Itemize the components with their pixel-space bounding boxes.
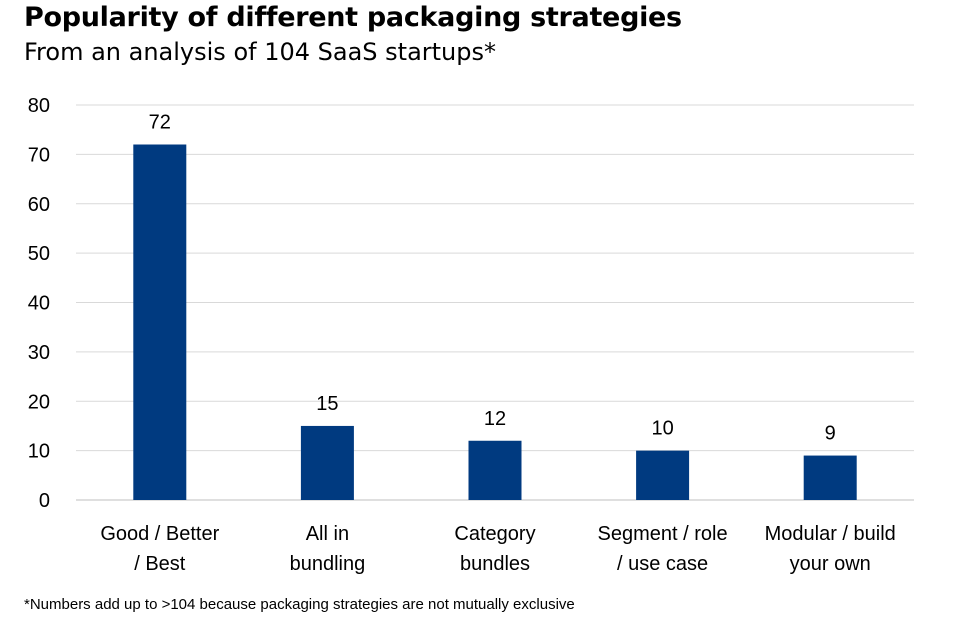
category-label-1-line-0: All in bbox=[306, 523, 349, 545]
category-label-4-line-0: Modular / build bbox=[765, 523, 896, 545]
data-label-2: 12 bbox=[484, 408, 506, 430]
category-label-2-line-0: Category bbox=[454, 523, 535, 545]
y-tick-60: 60 bbox=[28, 194, 50, 216]
y-tick-80: 80 bbox=[28, 95, 50, 117]
bar-1 bbox=[300, 425, 354, 500]
chart-title: Popularity of different packaging strate… bbox=[24, 2, 682, 33]
data-label-4: 9 bbox=[825, 423, 836, 445]
category-label-3-line-1: / use case bbox=[617, 553, 708, 575]
category-label-3-line-0: Segment / role bbox=[598, 523, 728, 545]
data-label-3: 10 bbox=[651, 418, 673, 440]
chart-subtitle: From an analysis of 104 SaaS startups* bbox=[24, 38, 496, 66]
y-tick-50: 50 bbox=[28, 243, 50, 265]
bar-2 bbox=[468, 440, 522, 500]
category-label-1-line-1: bundling bbox=[290, 553, 366, 575]
data-label-1: 15 bbox=[316, 393, 338, 415]
data-labels: 72 15 12 10 9 bbox=[149, 112, 836, 445]
category-label-2-line-1: bundles bbox=[460, 553, 530, 575]
y-tick-20: 20 bbox=[28, 391, 50, 413]
gridlines bbox=[76, 104, 914, 501]
data-label-0: 72 bbox=[149, 112, 171, 134]
bar-chart: 0 10 20 30 40 50 60 70 80 72 15 12 10 9 Good / Bette… bbox=[28, 95, 914, 575]
category-label-0-line-0: Good / Better bbox=[100, 523, 219, 545]
bar-4 bbox=[803, 455, 857, 500]
bar-0 bbox=[133, 144, 187, 500]
y-tick-70: 70 bbox=[28, 144, 50, 166]
category-label-4-line-1: your own bbox=[790, 553, 871, 575]
x-axis-categories: Good / Better / Best All in bundling Categor… bbox=[100, 523, 895, 575]
y-tick-30: 30 bbox=[28, 342, 50, 364]
bar-3 bbox=[636, 450, 690, 500]
bars bbox=[133, 144, 857, 500]
y-tick-10: 10 bbox=[28, 441, 50, 463]
category-label-0-line-1: / Best bbox=[134, 553, 186, 575]
y-axis-ticks: 0 10 20 30 40 50 60 70 80 bbox=[28, 95, 50, 512]
y-tick-0: 0 bbox=[39, 490, 50, 512]
chart-footnote: *Numbers add up to >104 because packagin… bbox=[24, 596, 575, 613]
y-tick-40: 40 bbox=[28, 293, 50, 315]
